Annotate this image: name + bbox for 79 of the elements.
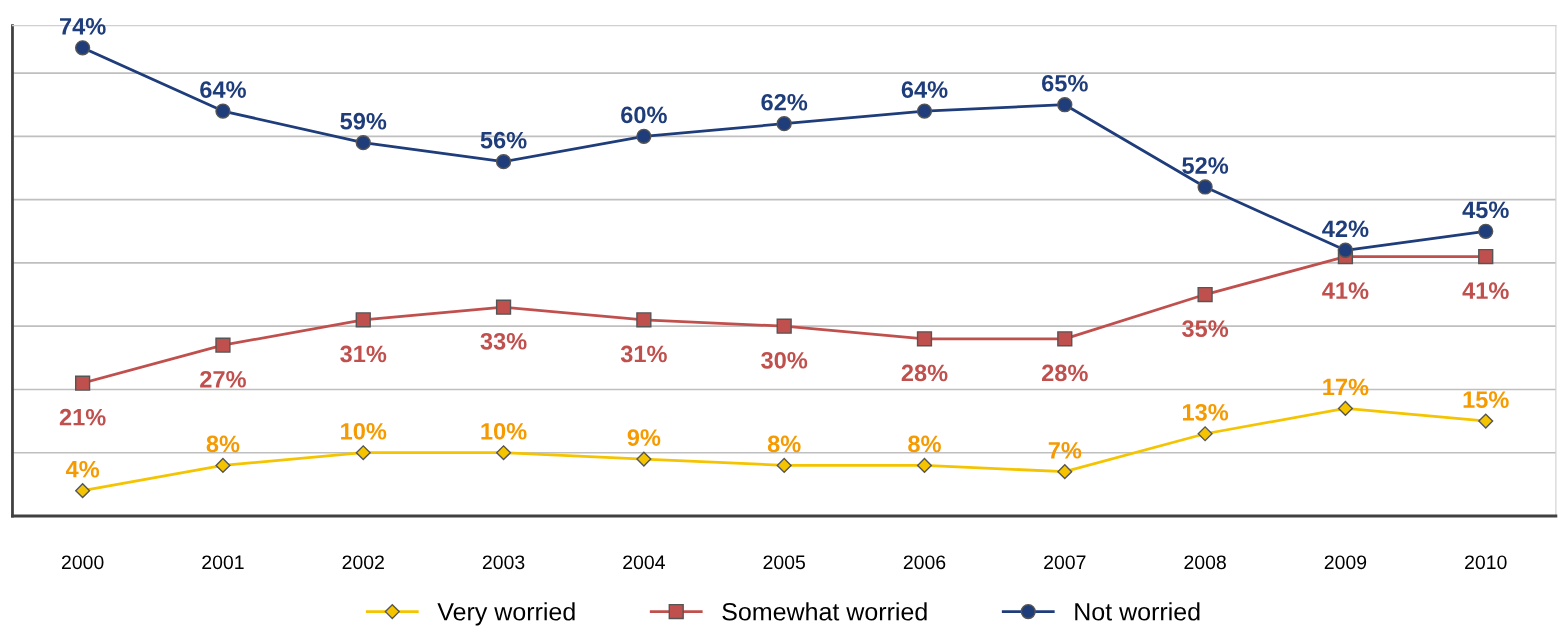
point <box>1478 223 1494 239</box>
data-label: 13% <box>1182 403 1229 421</box>
data-label: 60% <box>621 106 667 124</box>
point <box>495 445 512 461</box>
point <box>1478 248 1494 265</box>
x-tick-label: 2001 <box>202 555 244 570</box>
point <box>355 312 371 328</box>
data-label: 4% <box>65 460 100 478</box>
point <box>215 457 231 473</box>
data-label: 10% <box>481 422 527 440</box>
data-label: 35% <box>1182 320 1229 338</box>
data-label: 52% <box>1182 157 1229 174</box>
data-label: 45% <box>1462 201 1509 219</box>
data-label: 42% <box>1322 220 1369 238</box>
point <box>1057 97 1073 113</box>
data-label: 65% <box>1042 74 1088 92</box>
point <box>1337 400 1353 417</box>
point <box>215 103 231 119</box>
x-tick-label: 2009 <box>1324 555 1367 570</box>
point <box>636 312 652 328</box>
x-tick-label: 2004 <box>623 555 665 570</box>
data-label: 64% <box>901 81 948 98</box>
data-label: 8% <box>206 435 240 453</box>
x-tick-label: 2010 <box>1465 555 1507 570</box>
x-tick-label: 2006 <box>903 555 946 570</box>
legend-label: Somewhat worried <box>722 602 927 621</box>
point <box>916 457 933 473</box>
x-tick-label: 2005 <box>763 555 805 570</box>
point <box>495 154 512 170</box>
data-label: 27% <box>200 370 246 388</box>
data-label: 10% <box>341 422 387 440</box>
data-label: 41% <box>1322 282 1369 299</box>
x-tick-label: 2002 <box>342 555 384 570</box>
point <box>495 299 512 315</box>
point <box>776 116 792 132</box>
point <box>916 331 933 347</box>
data-label: 8% <box>908 435 941 453</box>
point <box>916 103 933 119</box>
legend-label: Not worried <box>1075 602 1200 621</box>
point <box>636 128 652 145</box>
point <box>74 375 91 391</box>
point <box>1197 179 1213 195</box>
point <box>355 135 371 151</box>
legend-label: Very worried <box>437 602 575 626</box>
x-tick-label: 2003 <box>482 555 525 570</box>
data-label: 28% <box>901 364 948 382</box>
data-label: 41% <box>1462 282 1509 299</box>
point <box>1337 242 1354 258</box>
data-label: 7% <box>1048 441 1082 459</box>
data-label: 17% <box>1323 378 1369 396</box>
data-label: 59% <box>340 112 387 130</box>
point <box>1197 286 1213 303</box>
point <box>1057 331 1073 347</box>
point <box>1478 413 1494 429</box>
point <box>75 483 91 499</box>
data-label: 8% <box>767 435 801 453</box>
x-tick-label: 2007 <box>1044 555 1086 570</box>
data-label: 31% <box>620 345 667 363</box>
data-label: 33% <box>480 332 527 350</box>
data-label: 31% <box>340 345 387 363</box>
point <box>74 40 91 56</box>
point <box>355 445 371 461</box>
data-label: 9% <box>627 429 661 446</box>
point <box>776 457 792 473</box>
data-label: 28% <box>1041 364 1088 382</box>
point <box>1057 464 1073 480</box>
point <box>215 337 231 353</box>
data-label: 30% <box>761 351 808 369</box>
data-label: 64% <box>200 81 246 98</box>
data-label: 62% <box>761 93 808 111</box>
point <box>776 318 792 334</box>
point <box>1197 426 1213 442</box>
data-label: 74% <box>60 18 106 35</box>
data-label: 21% <box>59 408 106 426</box>
x-tick-label: 2008 <box>1184 555 1226 570</box>
point <box>636 451 652 467</box>
data-label: 15% <box>1463 391 1509 408</box>
x-tick-label: 2000 <box>61 555 104 570</box>
data-label: 56% <box>480 131 527 149</box>
